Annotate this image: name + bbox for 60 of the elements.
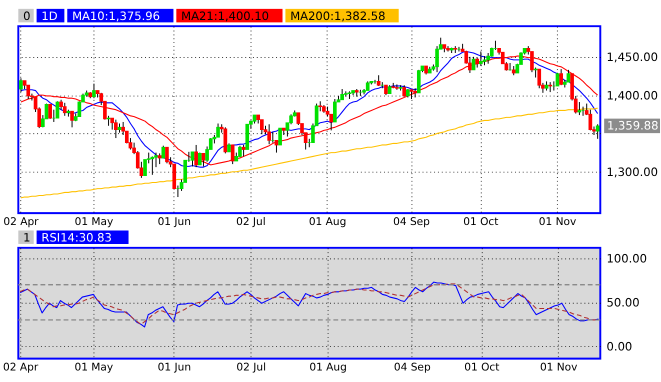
candlestick [165,146,169,164]
x-tick-label: 01 May [74,362,114,374]
candlestick [544,80,548,92]
x-tick-label: 01 Aug [308,216,346,228]
candlestick [376,74,380,86]
candlestick [366,80,370,92]
candlestick [106,115,110,126]
y-tick-label: 1,300.00 [606,165,658,180]
candlestick [190,151,194,167]
candlestick [143,159,147,176]
chart-title: 1D [41,8,58,23]
candlestick [416,69,421,94]
candlestick [318,100,322,112]
candlestick [48,104,52,120]
x-tick-label: 02 Apr [3,362,39,374]
y-tick-label: 1,400.00 [606,88,658,102]
candlestick [242,144,246,157]
x-tick-label: 04 Sep [394,362,431,374]
candlestick [62,102,67,116]
candlestick [194,144,198,168]
y-tick-label: 100.00 [606,252,647,266]
y-tick-label: 50.00 [606,296,640,310]
x-tick-label: 01 Jun [158,362,192,374]
candlestick [158,152,162,165]
candlestick [198,152,202,166]
candlestick [556,72,560,86]
y-tick-label: 1,450.00 [606,50,658,64]
candlestick [92,83,96,99]
text: 0 [23,8,30,23]
text: 1,359.88 [607,118,658,133]
candlestick [578,102,582,116]
legend-label: MA10:1,375.96 [72,8,160,23]
x-tick-label: 02 Jul [236,216,266,228]
text: RSI14:30.83 [41,230,112,245]
candlestick [56,100,60,119]
candlestick [482,56,486,66]
x-tick-label: 01 Oct [464,362,500,374]
x-tick-label: 01 Nov [540,362,578,374]
candlestick [278,128,282,146]
x-tick-label: 01 Jun [158,216,191,228]
x-tick-label: 01 Aug [309,362,347,374]
text: 1 [23,230,30,245]
candlestick [537,68,542,89]
text: MA200:1,382.58 [290,8,386,23]
x-tick-label: 01 Nov [538,216,576,228]
x-tick-label: 02 Apr [3,216,40,228]
x-tick-label: 04 Sep [393,216,430,228]
candlestick [512,66,516,76]
x-tick-label: 02 Jul [236,362,266,374]
candlestick [548,82,552,93]
candlestick [118,123,122,134]
candlestick [333,98,337,122]
candlestick [559,68,563,86]
y-tick-label: 0.00 [606,340,632,354]
text: MA21:1,400.10 [181,8,270,23]
candlestick [534,67,538,78]
x-tick-label: 01 Oct [463,216,498,228]
x-tick-label: 01 May [74,216,114,228]
candlestick [340,88,344,100]
candlestick [70,110,74,128]
